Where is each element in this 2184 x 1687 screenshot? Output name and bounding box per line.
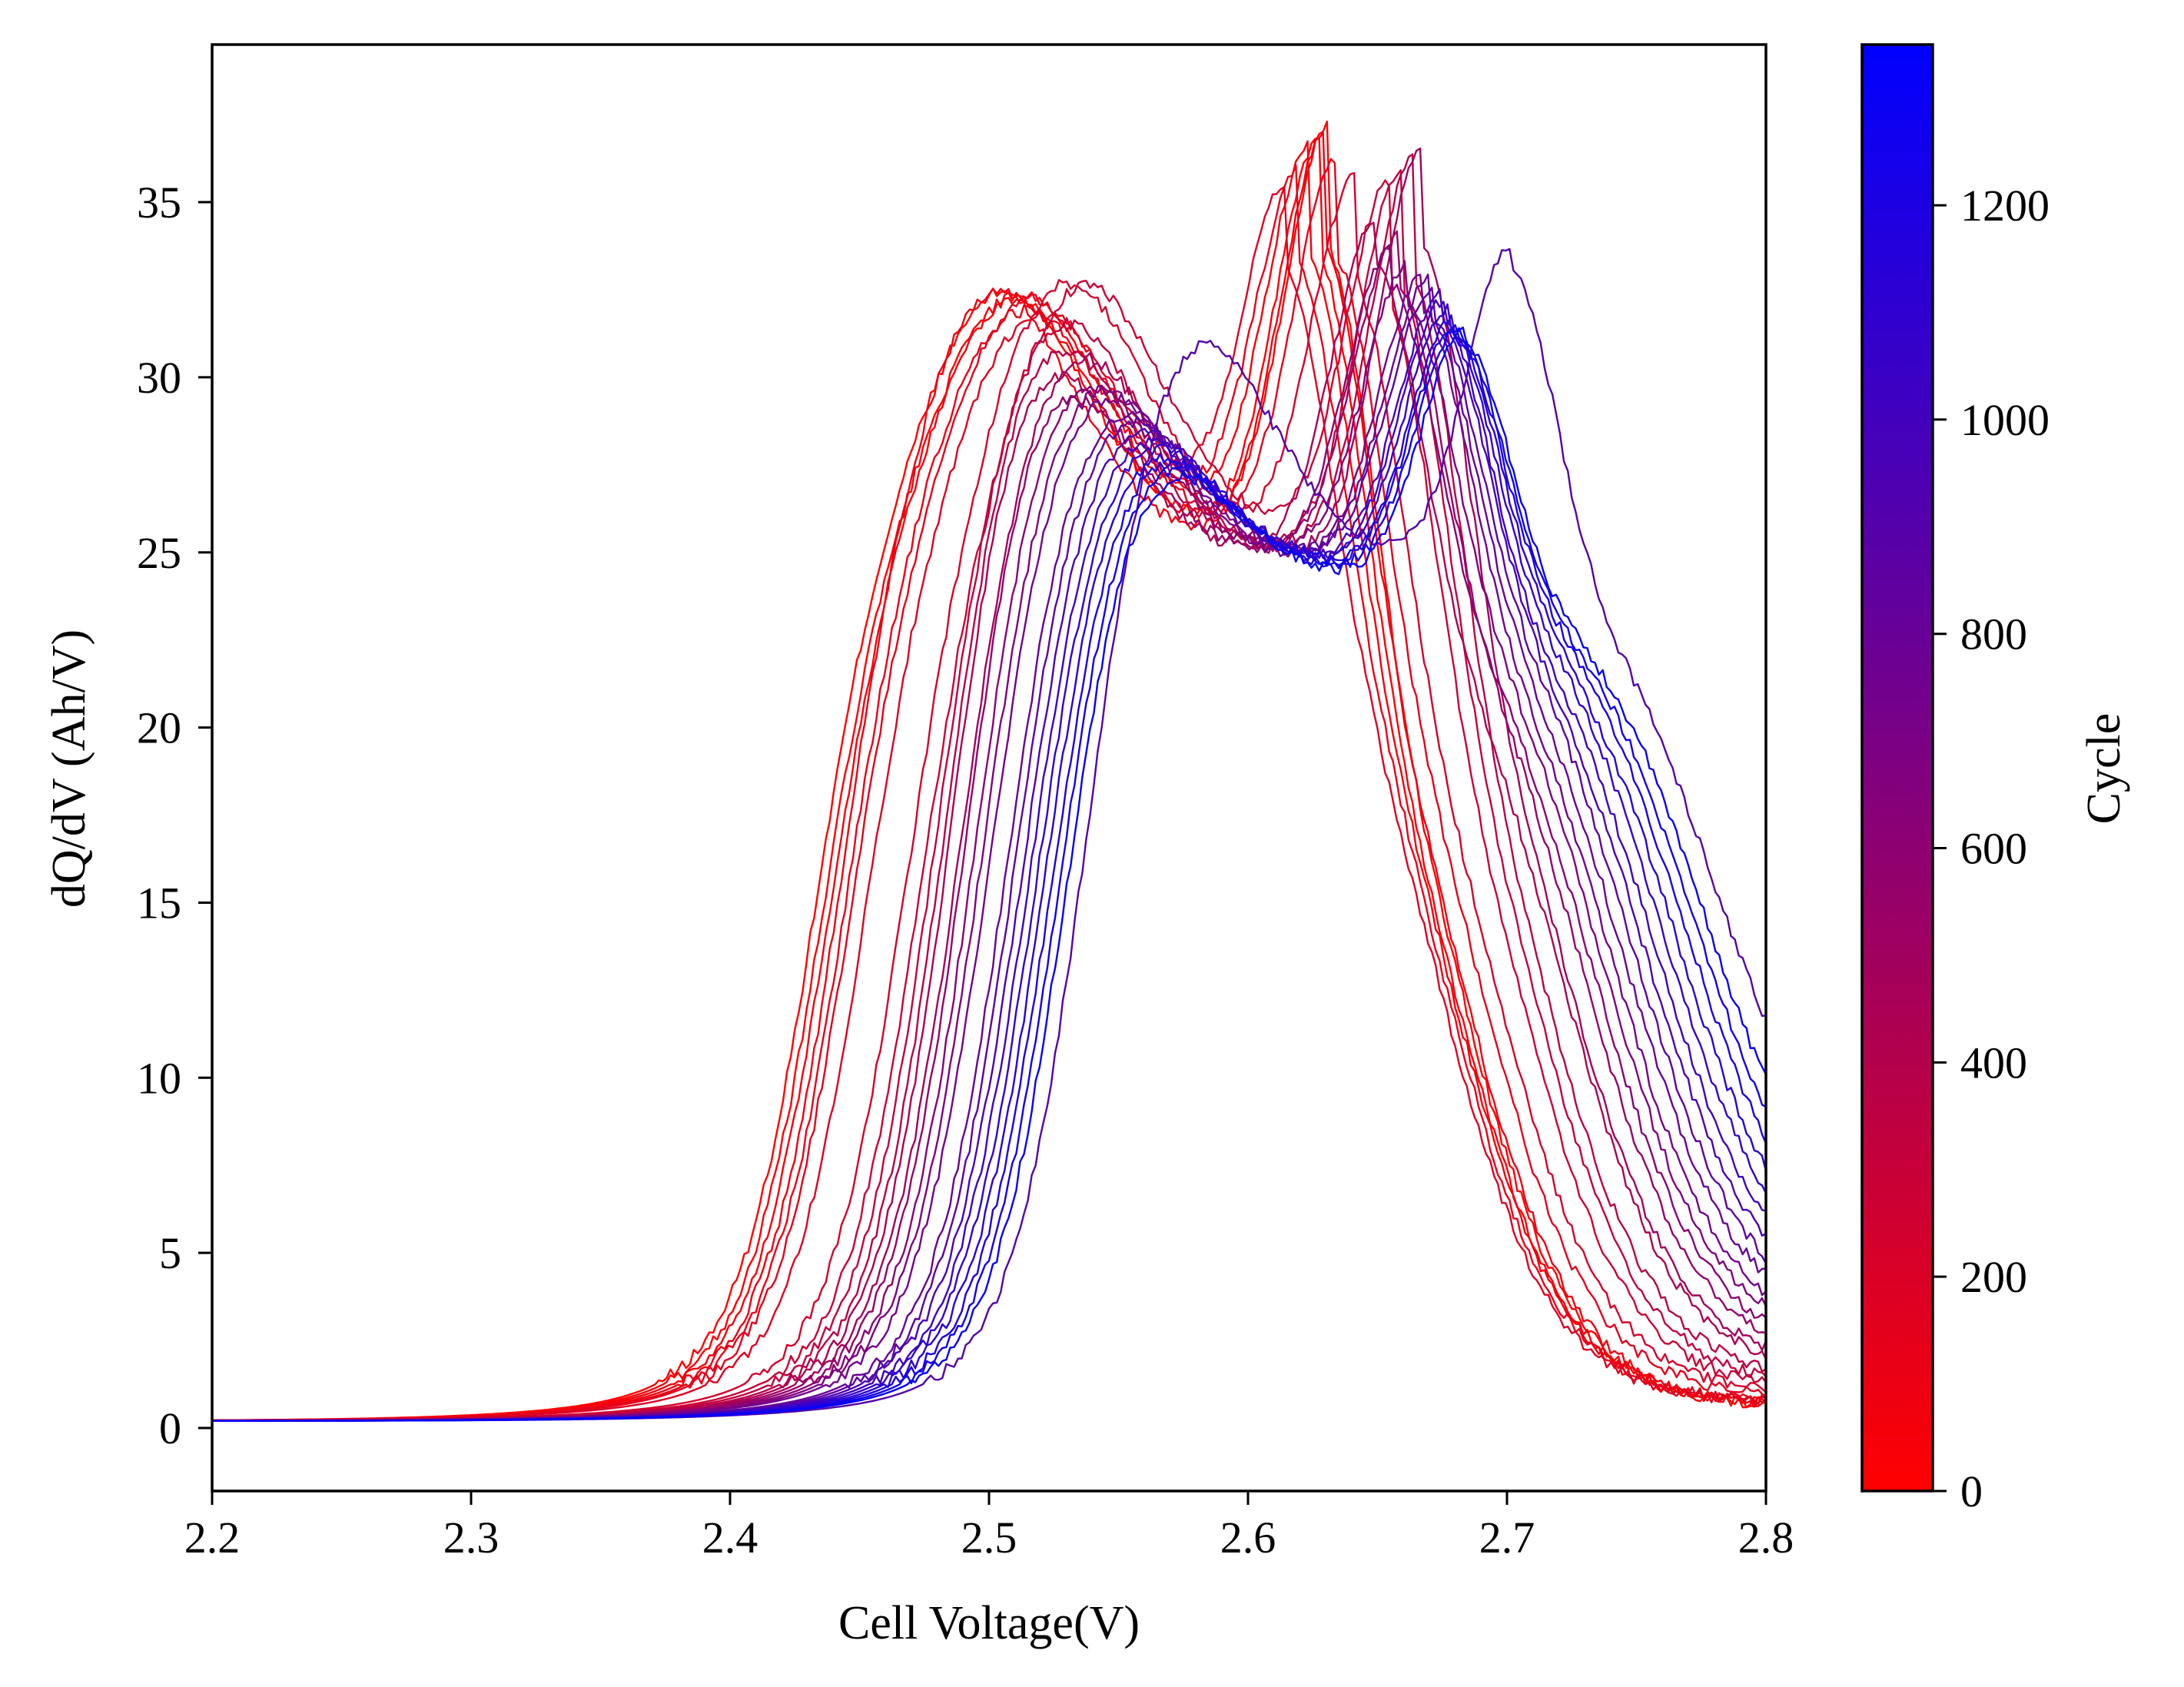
colorbar-ticks: 0 200 400 600 800 1000 1200	[1933, 181, 2050, 1516]
plot-frame	[211, 43, 1767, 1493]
colorbar-tick-label: 0	[1960, 1466, 1983, 1516]
x-tick-label: 2.7	[1479, 1513, 1535, 1562]
y-tick-label: 15	[137, 878, 181, 928]
y-tick-label: 10	[137, 1053, 181, 1103]
y-axis-label: dQ/dV (Ah/V)	[43, 629, 95, 908]
colorbar-tick-label: 400	[1960, 1038, 2027, 1088]
series-line-cycle-440	[212, 221, 1766, 1422]
x-tick-label: 2.3	[443, 1513, 500, 1562]
series-line-cycle-1320	[212, 326, 1766, 1422]
colorbar-label: Cycle	[2078, 713, 2130, 825]
colorbar	[1860, 43, 1934, 1493]
colorbar-tick-label: 1200	[1960, 181, 2050, 231]
x-axis-label: Cell Voltage(V)	[838, 1597, 1140, 1649]
axes-layer: 2.2 2.3 2.4 2.5 2.6 2.7 2.8 0 5 10 15 20 25 30 35	[137, 178, 1794, 1562]
series-layer	[212, 120, 1766, 1422]
y-tick-label: 25	[137, 528, 181, 578]
colorbar-tick-label: 800	[1960, 609, 2027, 659]
series-line-cycle-180	[212, 186, 1766, 1422]
x-tick-label: 2.2	[184, 1513, 241, 1562]
colorbar-tick-label: 200	[1960, 1252, 2027, 1302]
series-line-cycle-560	[212, 230, 1766, 1422]
x-tick-label: 2.5	[961, 1513, 1017, 1562]
y-tick-label: 30	[137, 353, 181, 403]
x-tick-label: 2.4	[702, 1513, 758, 1562]
y-tick-label: 35	[137, 178, 181, 227]
series-line-cycle-960	[212, 288, 1766, 1422]
series-line-cycle-860	[212, 287, 1766, 1422]
y-tick-label: 0	[159, 1403, 181, 1453]
colorbar-tick-label: 600	[1960, 824, 2027, 874]
x-tick-label: 2.8	[1738, 1513, 1794, 1562]
x-tick-label: 2.6	[1220, 1513, 1276, 1562]
y-tick-label: 5	[159, 1228, 181, 1278]
colorbar-tick-label: 1000	[1960, 395, 2050, 445]
y-tick-label: 20	[137, 703, 181, 753]
